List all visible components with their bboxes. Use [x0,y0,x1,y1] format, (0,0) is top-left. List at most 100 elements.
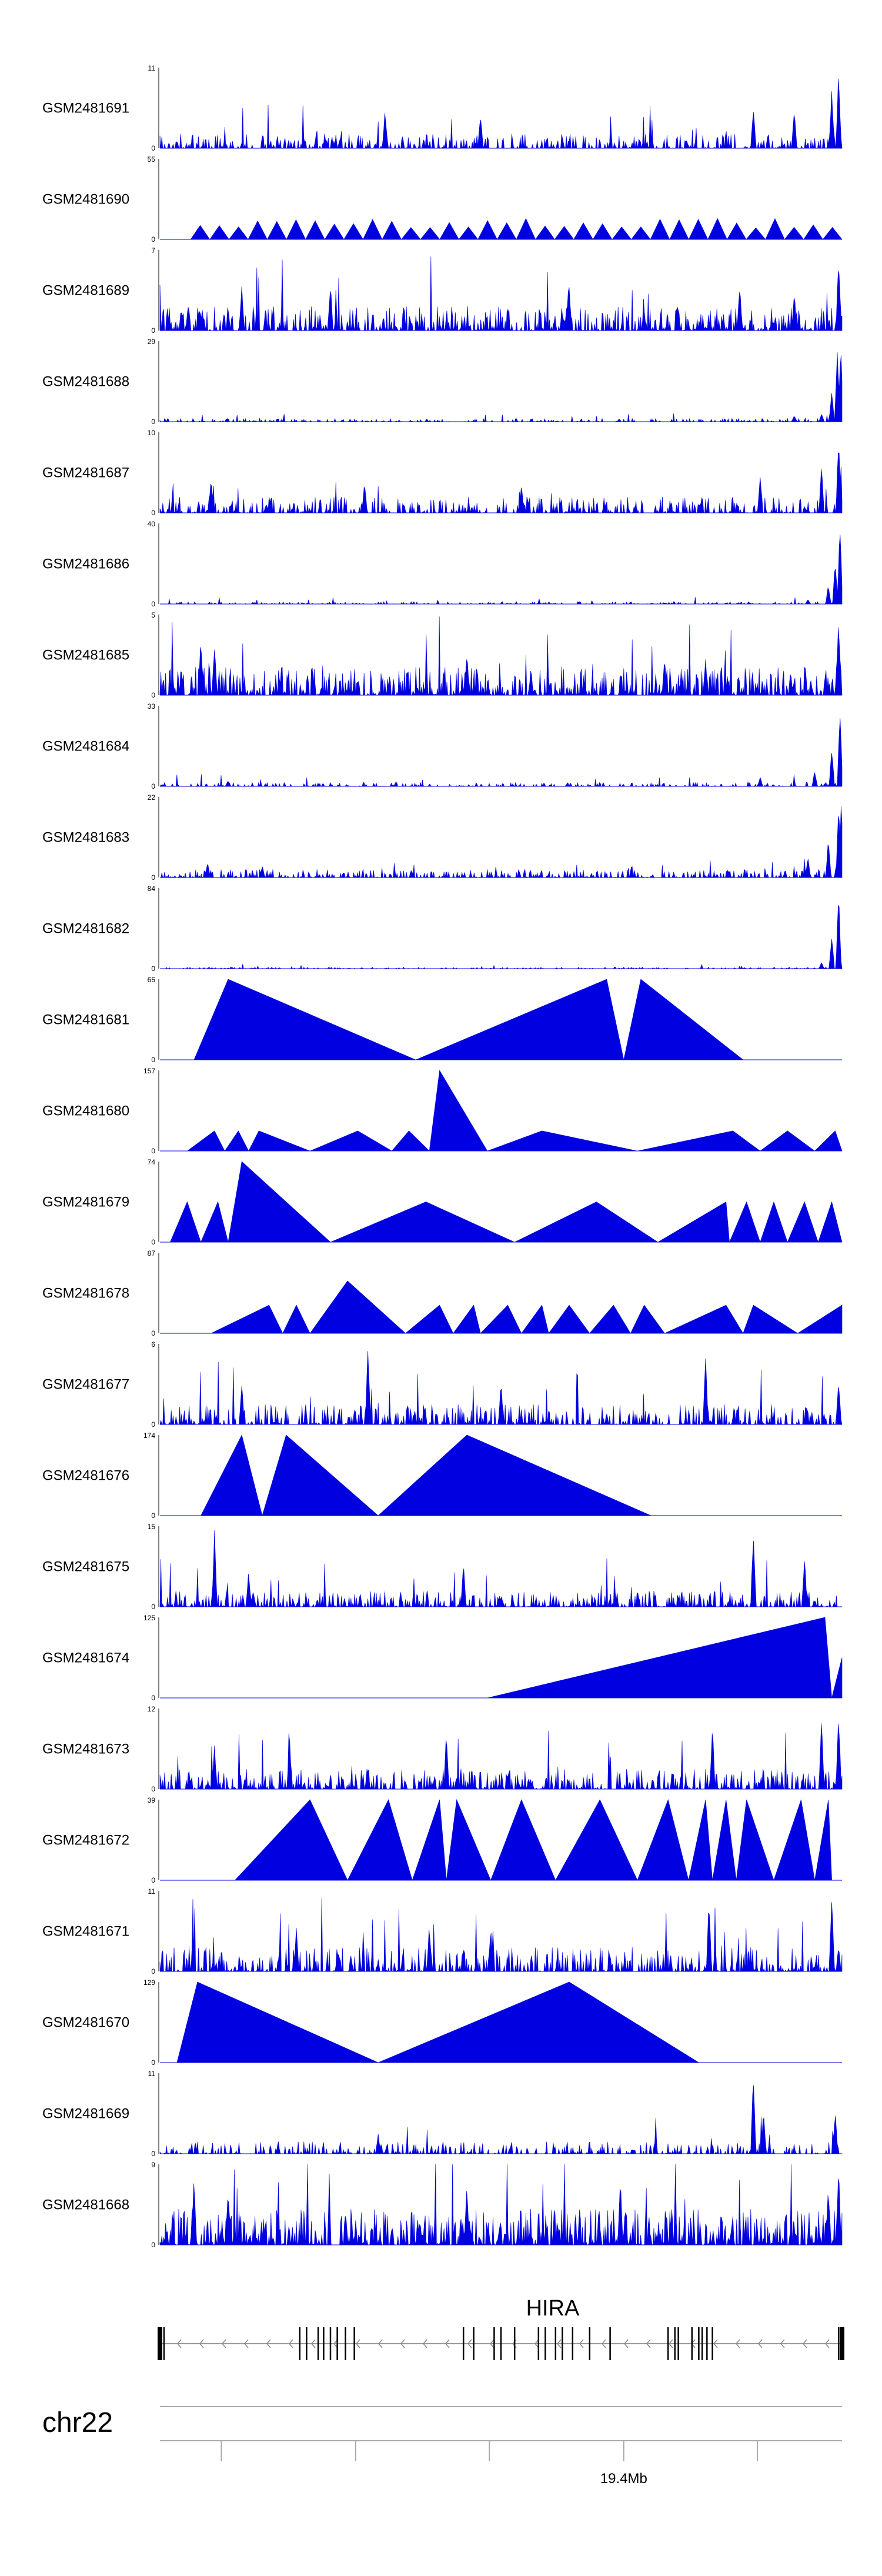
y-max-label: 11 [148,2070,156,2078]
track-GSM2481686: GSM2481686 40 0 [42,520,843,608]
strand-arrow [266,2339,271,2348]
y-max-label: 15 [148,1523,156,1531]
track-label: GSM2481678 [42,1286,129,1302]
signal-area [159,352,843,423]
strand-arrow [177,2339,182,2348]
track-GSM2481691: GSM2481691 11 0 [42,64,843,152]
strand-arrow [803,2339,807,2348]
track-label: GSM2481669 [42,2106,129,2122]
y-min-label: 0 [151,1147,155,1155]
signal-area [159,1351,843,1426]
y-min-label: 0 [151,326,155,335]
y-max-label: 74 [148,1158,156,1166]
y-min-label: 0 [151,1420,155,1429]
exon [513,2327,516,2360]
track-label: GSM2481670 [42,2015,129,2031]
track-label: GSM2481691 [42,101,129,116]
track-GSM2481682: GSM2481682 84 0 [42,885,843,973]
y-min-label: 0 [151,509,155,517]
track-label: GSM2481686 [42,556,129,572]
y-min-label: 0 [151,965,155,973]
strand-arrow [289,2339,293,2348]
strand-arrow [736,2339,740,2348]
y-max-label: 125 [143,1614,155,1622]
signal-area [201,1434,652,1517]
y-min-label: 0 [151,691,155,699]
track-label: GSM2481677 [42,1377,129,1393]
data-tracks: GSM2481691110GSM2481690550GSM248168970GS… [42,64,843,2249]
track-GSM2481684: GSM2481684 33 0 [42,702,843,790]
track-GSM2481671: GSM2481671 11 0 [42,1887,843,1976]
y-min-label: 0 [151,1329,155,1337]
axis-tick-label: 19.4Mb [600,2471,647,2487]
track-GSM2481669: GSM2481669 11 0 [42,2070,843,2158]
y-max-label: 129 [143,1978,155,1987]
signal-area [159,535,843,605]
track-GSM2481683: GSM2481683 22 0 [42,793,843,882]
track-GSM2481689: GSM2481689 7 0 [42,246,843,335]
signal-area [159,256,843,332]
signal-area [159,78,843,149]
y-max-label: 84 [148,885,156,893]
exon [462,2327,465,2360]
exon [701,2327,703,2360]
exon [323,2327,325,2360]
track-GSM2481680: GSM2481680 157 0 [42,1067,843,1155]
signal-area [487,1617,843,1699]
track-label: GSM2481687 [42,465,129,481]
exon [698,2327,700,2360]
signal-area [159,2085,843,2155]
exon [691,2327,693,2360]
signal-area [159,1723,843,1790]
track-label: GSM2481689 [42,283,129,299]
strand-arrow [780,2339,785,2348]
y-min-label: 0 [151,235,155,243]
signal-area [186,1070,843,1152]
y-min-label: 0 [151,1967,155,1976]
y-max-label: 87 [148,1249,156,1257]
y-min-label: 0 [151,1603,155,1611]
track-GSM2481685: GSM2481685 5 0 [42,611,843,699]
y-max-label: 40 [148,520,156,528]
exon [674,2327,676,2360]
exon [667,2327,669,2360]
strand-arrow [602,2339,606,2348]
y-max-label: 11 [148,64,156,72]
y-min-label: 0 [151,418,155,426]
y-max-label: 65 [148,976,156,984]
exon [500,2327,502,2360]
track-GSM2481677: GSM2481677 6 0 [42,1340,843,1429]
track-label: GSM2481672 [42,1833,129,1848]
track-label: GSM2481682 [42,921,129,937]
y-min-label: 0 [151,2058,155,2067]
signal-area [159,1530,842,1608]
exon [554,2327,557,2360]
y-min-label: 0 [151,2150,155,2158]
y-max-label: 11 [148,1887,156,1896]
track-GSM2481679: GSM2481679 74 0 [42,1158,843,1246]
track-GSM2481670: GSM2481670 129 0 [42,1978,842,2067]
y-max-label: 22 [148,793,156,802]
genome-axis: chr22 19.4Mb [42,2406,842,2487]
signal-area [190,218,843,240]
strand-arrow [534,2339,539,2348]
y-max-label: 7 [151,246,155,255]
y-max-label: 9 [151,2161,155,2169]
signal-area [234,1798,832,1881]
exon [562,2327,563,2360]
track-label: GSM2481675 [42,1559,129,1575]
track-label: GSM2481681 [42,1012,129,1028]
track-label: GSM2481668 [42,2197,129,2213]
track-label: GSM2481676 [42,1468,129,1484]
exon [609,2327,611,2360]
y-max-label: 39 [148,1796,156,1804]
strand-arrow [825,2339,830,2348]
exon [306,2327,308,2360]
exon [677,2327,679,2360]
strand-arrow [311,2339,316,2348]
strand-arrow [222,2339,226,2348]
y-max-label: 33 [148,702,156,710]
track-label: GSM2481674 [42,1650,129,1666]
y-max-label: 12 [148,1705,156,1713]
